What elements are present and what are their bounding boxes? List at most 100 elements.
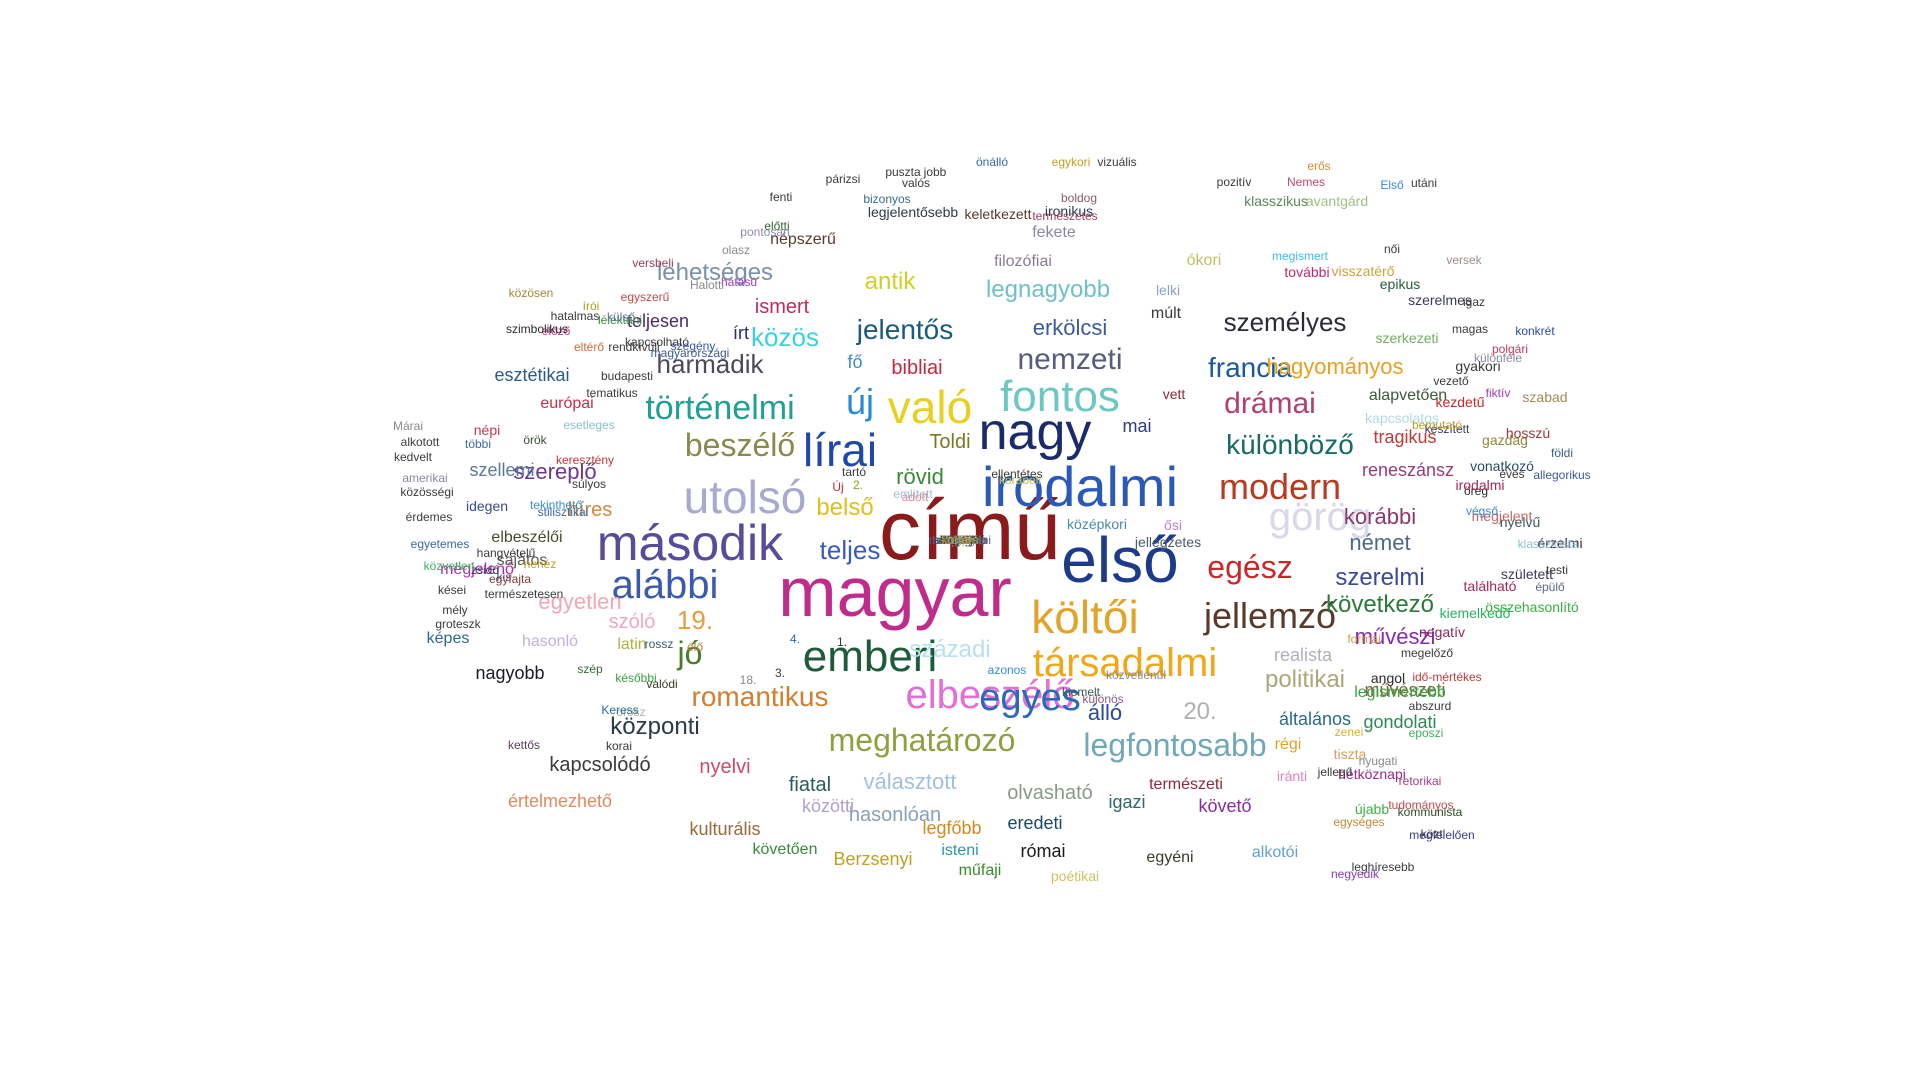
word-erdemes: érdemes	[405, 510, 453, 524]
word-utani: utáni	[946, 533, 974, 547]
word-alabbi: alábbi	[611, 563, 719, 607]
word-uj: új	[845, 381, 875, 422]
word-alkotoi: alkotói	[1251, 844, 1299, 861]
word-isteni: isteni	[941, 842, 979, 859]
word-stilisztikai: stilisztikai	[537, 505, 589, 519]
word-egyeni: egyéni	[1146, 849, 1194, 866]
word-bibliai: bibliai	[891, 357, 943, 379]
word-erzelmi: érzelmi	[1537, 535, 1583, 551]
word-valasztott: választott	[863, 769, 957, 794]
word-realista: realista	[1273, 645, 1333, 665]
word-lelektani: lélektani	[597, 313, 643, 327]
word-kozotti: közötti	[801, 796, 855, 816]
word-ertelmezheto: értelmezhető	[507, 791, 613, 811]
word-berzsenyi: Berzsenyi	[833, 849, 913, 869]
word-formai: formai	[1347, 632, 1381, 646]
word-7: 7.	[954, 533, 966, 547]
word-poetikai: poétikai	[1050, 868, 1100, 884]
word-termeszetesen: természetesen	[484, 587, 564, 601]
word-pozitiv: pozitív	[1216, 175, 1252, 189]
word-alkoto: alkotó	[943, 533, 977, 547]
word-utolso: utolsó	[683, 471, 807, 523]
word-oreg: öreg	[1463, 484, 1489, 498]
word-kis: kis	[496, 570, 512, 584]
word-allegorikus: allegorikus	[1533, 468, 1591, 482]
word-negyedik: negyedik	[1330, 867, 1380, 881]
word-hangvetelu: hangvételű	[476, 546, 536, 560]
word-boldog: boldog	[1060, 191, 1098, 205]
word-legfontosabb: legfontosabb	[1083, 727, 1267, 763]
word-mely: mély	[947, 533, 973, 547]
word-kapcsolatos: kapcsolatos	[1365, 410, 1439, 426]
word-harmadik: harmadik	[656, 349, 764, 379]
word-megfeleloen: megfelelően	[1409, 828, 1475, 842]
word-romai: római	[1020, 841, 1066, 861]
word-nyelvu: nyelvű	[1499, 514, 1541, 530]
word-ironikus: ironikus	[1044, 203, 1094, 219]
word-lirai: lírai	[802, 424, 878, 476]
word-nemet: német	[1349, 530, 1411, 555]
word-magyarorszagi: magyarországi	[650, 346, 730, 360]
word-nyelvi: nyelvi	[699, 756, 751, 778]
word-kapott: kapott	[943, 533, 977, 547]
word-tudomanyos: tudományos	[1388, 798, 1454, 812]
word-retorikai: retorikai	[1398, 774, 1442, 788]
word-onallo: önálló	[975, 155, 1009, 169]
word-filozofiai: filozófiai	[994, 253, 1052, 270]
word-koveto: követő	[1198, 796, 1252, 816]
word-tarto: tartó	[841, 465, 867, 479]
word-egykori: egykori	[1051, 155, 1091, 169]
word-uj: Új	[832, 480, 844, 494]
word-angol: angol	[1370, 670, 1406, 686]
word-vilagi: világi	[946, 533, 974, 547]
word-klasszikus: klasszikus	[1244, 193, 1308, 209]
word-hatasu: hatású	[720, 275, 758, 289]
word-regi: régi	[1274, 736, 1302, 753]
word-kozossegi: közösségi	[400, 485, 454, 499]
word-egyseges: egységes	[1333, 815, 1385, 829]
word-esetleges: esetleges	[563, 418, 615, 432]
word-5: 5.	[954, 533, 966, 547]
word-2: 2.	[852, 478, 864, 492]
word-ellentetes: ellentétes	[991, 467, 1043, 481]
word-visszatero: visszatérő	[1331, 263, 1395, 279]
word-mai: mai	[1122, 416, 1152, 436]
word-kulonos: különös	[1082, 692, 1124, 706]
word-iroi: írói	[582, 299, 600, 313]
word-allando: állandó	[940, 533, 980, 547]
word-kulso: külső	[606, 310, 636, 324]
word-fenti: fenti	[769, 190, 793, 204]
word-hosszu: hosszú	[1505, 425, 1551, 441]
word-fiatal: fiatal	[788, 774, 832, 796]
word-elso: Első	[1380, 178, 1404, 192]
word-altalanos: általános	[1278, 709, 1352, 729]
word-szeles: széles	[942, 533, 978, 547]
word-elbeszeloi: elbeszélői	[491, 529, 563, 546]
word-groteszk: groteszk	[435, 617, 481, 631]
word-szemelyes: személyes	[1223, 307, 1347, 337]
word-gondolati: gondolati	[1363, 712, 1437, 732]
word-kerdes: kérdés	[941, 533, 979, 547]
word-jelentos: jelentős	[856, 314, 954, 345]
word-mult: múlt	[1150, 305, 1182, 322]
word-kulturalis: kulturális	[689, 819, 761, 839]
word-kedvelt: kedvelt	[393, 450, 433, 464]
word-kulonfele: különféle	[1473, 351, 1523, 365]
word-egyes: egyes	[979, 677, 1081, 719]
word-nepi: népi	[473, 422, 501, 438]
word-szellemi: szellemi	[469, 460, 535, 480]
word-dramai: drámai	[1224, 387, 1316, 420]
word-szabad: szabad	[1522, 389, 1568, 405]
word-halotti: Halotti	[689, 278, 725, 292]
word-rossz: rossz	[644, 637, 674, 651]
word-toldi: Toldi	[929, 431, 971, 453]
word-magyar: magyar	[778, 553, 1012, 631]
word-olvashato: olvasható	[1007, 782, 1093, 804]
word-abrazolt: ábrázolt	[938, 533, 982, 547]
word-szegeny: szegény	[670, 339, 716, 353]
word-mely: mély	[442, 603, 468, 617]
word-avantgard: avantgárd	[1305, 193, 1369, 209]
word-kozti: közti	[1420, 827, 1446, 841]
word-konkret: konkrét	[1515, 324, 1555, 338]
